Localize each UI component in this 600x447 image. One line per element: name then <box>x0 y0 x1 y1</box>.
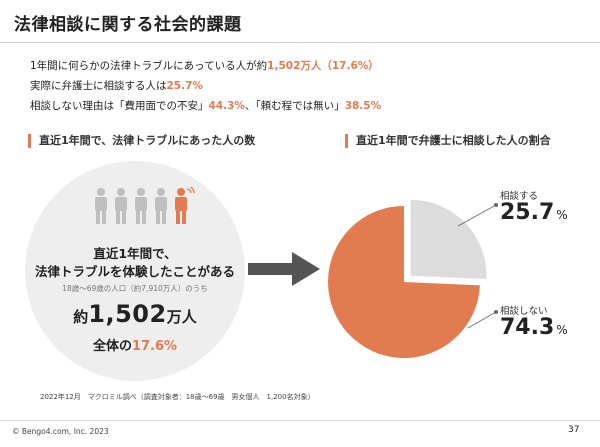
summary-block: 1年間に何らかの法律トラブルにあっている人が約1,502万人（17.6%） 実際… <box>30 56 381 116</box>
summary-line-1-highlight: 1,502万人（17.6%） <box>267 60 379 72</box>
pie-value-consult-number: 25.7 <box>500 200 555 225</box>
summary-line-1: 1年間に何らかの法律トラブルにあっている人が約1,502万人（17.6%） <box>30 56 381 76</box>
pie-value-consult: 25.7% <box>500 200 568 225</box>
population-note: 18歳〜69歳の人口（約7,910万人）のうち <box>62 284 208 293</box>
pie-value-not-consult-unit: % <box>556 323 568 337</box>
source-note: 2022年12月 マクロミル調べ（調査対象者：18歳〜69歳 男女個人 1,20… <box>40 393 315 401</box>
people-icon-row <box>95 187 195 224</box>
trouble-percentage: 全体の17.6% <box>25 335 245 354</box>
pct-value: 17.6% <box>131 339 178 354</box>
count-suffix: 万人 <box>166 308 197 326</box>
person-icon <box>115 188 127 224</box>
circle-heading-line-2: 法律トラブルを体験したことがある <box>34 264 235 279</box>
pie-slice-not-consult <box>328 206 480 358</box>
pie-value-not-consult-number: 74.3 <box>500 315 555 340</box>
circle-heading-line-1: 直近1年間で、 <box>93 246 177 261</box>
summary-line-2-text: 実際に弁護士に相談する人は <box>30 80 167 92</box>
summary-line-2-highlight: 25.7% <box>166 80 203 92</box>
summary-line-3-text: 相談しない理由は「費用面での不安」 <box>30 100 209 112</box>
count-prefix: 約 <box>73 308 89 326</box>
pie-label-consult: 相談する <box>500 191 539 202</box>
summary-line-1-text: 1年間に何らかの法律トラブルにあっている人が約 <box>30 60 268 72</box>
page-number: 37 <box>568 425 580 435</box>
person-icon <box>155 188 167 224</box>
pie-label-not-consult: 相談しない <box>500 306 548 317</box>
right-arrow-icon <box>248 252 320 286</box>
summary-line-2: 実際に弁護士に相談する人は25.7% <box>30 76 381 96</box>
consultation-pie-chart <box>328 199 498 358</box>
copyright: © Bengo4.com, Inc. 2023 <box>12 427 109 436</box>
summary-line-3-highlight-1: 44.3% <box>208 100 245 112</box>
person-icon <box>95 188 107 224</box>
footer-divider <box>0 420 600 421</box>
count-value: 1,502 <box>88 300 167 328</box>
pie-leader-consult-dot <box>494 203 498 207</box>
summary-line-3: 相談しない理由は「費用面での不安」44.3%、「頼む程では無い」38.5% <box>30 96 381 116</box>
person-highlighted-icon <box>175 187 195 224</box>
pie-value-consult-unit: % <box>556 208 568 222</box>
trouble-count: 約1,502万人 <box>25 300 245 328</box>
pie-leader-consult <box>457 204 497 227</box>
left-section-heading: 直近1年間で、法律トラブルにあった人の数 <box>28 134 255 148</box>
summary-line-3-text-mid: 、「頼む程では無い」 <box>244 100 345 112</box>
pie-value-not-consult: 74.3% <box>500 315 568 340</box>
pie-slice-consult <box>410 199 487 280</box>
title-divider <box>0 42 600 43</box>
summary-line-3-highlight-2: 38.5% <box>344 100 382 112</box>
right-section-heading: 直近1年間で弁護士に相談した人の割合 <box>345 134 551 148</box>
pie-leader-not-consult-dot <box>494 310 498 314</box>
infographic-circle <box>25 161 245 381</box>
pie-leader-not-consult <box>467 311 497 329</box>
person-icon <box>135 188 147 224</box>
slide-title: 法律相談に関する社会的課題 <box>14 15 242 35</box>
pct-prefix: 全体の <box>92 339 132 354</box>
